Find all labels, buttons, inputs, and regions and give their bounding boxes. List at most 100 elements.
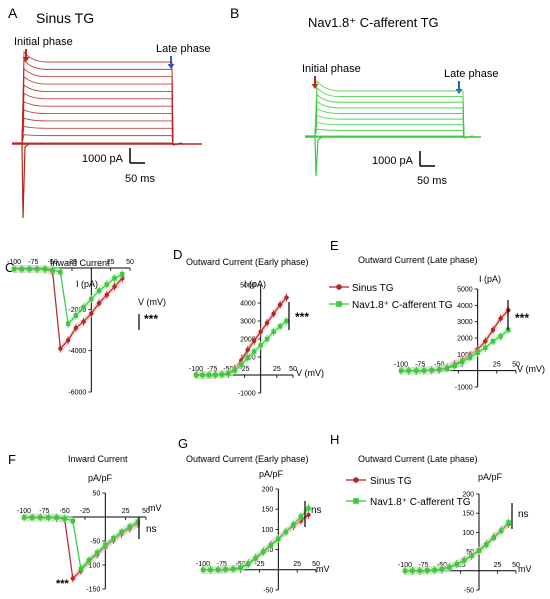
- x-tick-label: -25: [254, 561, 264, 568]
- current-trace: [12, 67, 183, 146]
- data-point: [208, 567, 213, 572]
- chart-title: Outward Current (Early phase): [186, 257, 309, 267]
- data-point: [73, 325, 79, 331]
- data-point: [245, 347, 250, 352]
- x-axis-label: V (mV): [138, 297, 166, 307]
- y-tick-label: -150: [86, 587, 100, 594]
- data-point: [38, 515, 43, 520]
- current-trace: [12, 92, 183, 146]
- current-trace: [305, 135, 474, 139]
- y-axis-label: pA/pF: [478, 472, 503, 482]
- data-point: [421, 368, 427, 373]
- current-trace: [12, 59, 183, 146]
- data-point: [490, 339, 496, 344]
- data-point: [402, 568, 408, 573]
- current-traces-nav: [305, 79, 481, 177]
- panel-a-initial-label: Initial phase: [14, 36, 73, 48]
- data-point: [78, 566, 84, 572]
- data-point: [50, 267, 55, 273]
- panel-a: A Sinus TG Initial phase Late phase 1000…: [8, 5, 210, 219]
- data-point: [120, 272, 125, 277]
- x-axis-label: V (mV): [296, 368, 324, 378]
- x-tick-label: -75: [418, 562, 428, 569]
- legend-bottom: Sinus TG Nav1.8⁺ C-afferent TG: [346, 476, 471, 508]
- data-point: [469, 553, 474, 559]
- data-point: [135, 519, 141, 524]
- data-point: [483, 339, 488, 344]
- x-axis-label: mV: [148, 503, 162, 513]
- chart-title: Inward Current: [68, 454, 128, 464]
- current-trace: [12, 134, 183, 146]
- data-point: [506, 520, 511, 525]
- late-phase-arrow: [455, 81, 463, 94]
- panel-letter-g: G: [178, 436, 188, 451]
- panel-letter-f: F: [8, 452, 16, 467]
- current-trace: [12, 125, 183, 146]
- significance-label: ns: [311, 505, 322, 516]
- significance-label: ns: [518, 509, 529, 520]
- data-point: [425, 568, 430, 573]
- data-point: [276, 536, 281, 542]
- current-traces-sinus: [12, 50, 202, 219]
- x-tick-label: 50: [289, 366, 297, 373]
- legend-marker-sinus: [346, 477, 366, 483]
- legend-marker: [336, 301, 342, 307]
- data-point: [398, 368, 404, 373]
- data-point: [65, 338, 71, 343]
- error-band: [24, 513, 138, 573]
- x-tick-label: -75: [415, 362, 425, 369]
- series-nav: [398, 325, 511, 375]
- data-point: [252, 349, 257, 354]
- y-tick-label: 100: [462, 530, 474, 537]
- panel-letter-e: E: [330, 238, 339, 253]
- legend-marker-nav: [346, 498, 366, 504]
- data-point: [284, 318, 289, 324]
- data-point: [103, 542, 108, 548]
- x-tick-label: 50: [512, 562, 520, 569]
- data-point: [439, 567, 445, 572]
- x-tick-label: -100: [7, 259, 21, 266]
- panel-a-scale-current: 1000 pA: [82, 153, 124, 165]
- panel-letter-b: B: [230, 5, 239, 21]
- legend-marker: [353, 477, 359, 483]
- data-point: [96, 288, 102, 293]
- data-point: [112, 276, 117, 281]
- data-point: [81, 305, 86, 310]
- data-point: [271, 329, 276, 334]
- chart-title: Inward Current: [50, 258, 110, 268]
- significance-label-2: ***: [56, 578, 70, 590]
- y-tick-label: -50: [464, 588, 474, 595]
- x-tick-label: -100: [394, 362, 408, 369]
- significance-label: ***: [144, 312, 158, 326]
- current-trace: [305, 114, 474, 139]
- y-axis-label: pA/pF: [88, 473, 113, 483]
- inward-spike: [305, 135, 324, 177]
- data-point: [111, 535, 116, 541]
- arrow-head: [455, 89, 463, 94]
- current-trace: [12, 109, 183, 146]
- series-nav: [193, 317, 289, 379]
- data-point: [89, 311, 94, 316]
- x-tick-label: 25: [493, 362, 501, 369]
- data-point: [291, 522, 296, 527]
- data-point: [454, 562, 459, 567]
- data-point: [239, 362, 244, 368]
- legend-top-nav-label: Nav1.8⁺ C-afferent TG: [352, 300, 453, 311]
- late-phase-arrow: [167, 56, 175, 69]
- x-tick-label: 25: [293, 561, 301, 568]
- chart-panel-e: E Outward Current (Late phase)I (pA) V (mV…: [330, 238, 545, 392]
- data-point: [410, 568, 415, 573]
- data-point: [467, 355, 473, 360]
- current-trace: [305, 100, 474, 139]
- legend-marker: [336, 284, 342, 290]
- data-point: [484, 542, 489, 547]
- data-point: [73, 313, 79, 318]
- y-tick-label: -4000: [68, 348, 86, 355]
- y-axis-label: I (pA): [244, 279, 266, 289]
- data-point: [414, 368, 419, 373]
- data-point: [283, 529, 289, 535]
- scale-bar-a: [129, 148, 145, 164]
- x-tick-label: 50: [312, 561, 320, 568]
- data-point: [54, 515, 59, 520]
